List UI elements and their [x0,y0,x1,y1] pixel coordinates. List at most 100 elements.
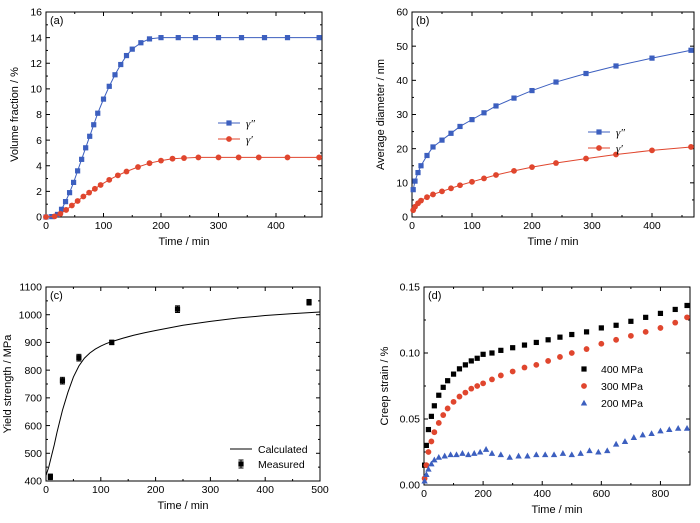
legend-label: Calculated [258,444,308,456]
y-tick-label: 10 [396,178,408,190]
data-point [424,194,430,201]
panel-label: (c) [50,290,63,302]
data-point [583,329,590,335]
x-tick-label: 0 [409,220,415,232]
data-point [129,46,135,52]
data-point [488,450,496,456]
data-point [439,188,445,195]
data-point [684,314,690,321]
data-point [468,358,474,364]
data-point [428,413,434,419]
data-point [158,35,164,41]
legend-entry: γ″ [588,127,625,139]
data-point [481,175,487,182]
data-point [533,451,540,458]
legend-marker [580,399,588,406]
data-point [568,350,575,356]
data-point [577,450,584,456]
data-point [557,354,563,360]
data-point [316,35,322,41]
data-point [639,431,646,438]
data-point [441,452,448,459]
data-point [215,154,222,161]
data-point [62,199,69,205]
y-tick-label: 0.15 [400,282,421,294]
data-point [114,172,121,179]
data-point [672,319,679,326]
series-1 [410,144,694,214]
panel-a: 0 100 200 300 400 0 2 4 6 8 10 12 14 16 Time / min Volu… [9,7,323,248]
x-tick-label: 200 [147,484,165,496]
y-tick-label: 6 [36,135,42,147]
data-point [480,380,487,387]
data-point [474,383,481,389]
measured-point [47,473,53,481]
y-tick-label: 500 [24,448,42,460]
data-point [649,55,655,61]
legend-entry: γ′ [588,143,623,155]
data-point [146,160,153,167]
data-point [97,182,104,188]
x-axis-title: Time / min [159,236,210,248]
data-point [672,306,678,313]
x-tick-label: 0 [421,488,427,500]
data-point [482,446,490,452]
x-tick-label: 300 [202,484,220,496]
y-axis-title: Yield strength / MPa [2,334,14,434]
data-point [83,145,89,151]
data-point [545,337,551,343]
legend-entry: γ′ [218,134,253,146]
y-tick-label: 4 [36,160,42,172]
data-point [557,334,563,340]
data-point [450,398,457,405]
series-2 [421,424,691,484]
data-point [688,144,694,150]
x-tick-label: 800 [652,488,670,500]
data-point [192,35,199,41]
series-line [45,156,320,218]
data-point [459,450,466,456]
measured-point [109,339,115,346]
legend-label: γ″ [616,127,625,139]
data-point [431,403,437,409]
data-point [457,182,463,189]
data-point [545,358,552,364]
data-point [456,366,463,372]
legend-entry: Measured [238,459,305,471]
data-point [559,450,567,456]
data-point [235,154,242,161]
data-point [91,185,98,192]
legend-label: γ′ [246,134,253,146]
data-point [553,160,559,166]
data-point [425,449,432,455]
data-point [497,451,505,458]
y-tick-label: 400 [24,476,42,488]
series-0 [421,302,690,468]
data-point [255,154,262,161]
data-point [418,163,424,169]
x-tick-label: 100 [463,220,481,232]
data-point [181,155,187,161]
data-point [95,110,101,116]
data-point [511,95,517,101]
panel-label: (a) [50,15,63,27]
data-point [80,193,87,200]
data-point [604,447,611,454]
data-point [627,332,634,339]
data-point [453,451,460,458]
measured-point [174,305,181,313]
data-point [135,164,141,170]
y-tick-label: 0.05 [400,414,421,426]
series-1 [43,154,323,220]
y-tick-label: 30 [396,109,408,121]
series-1 [47,298,312,481]
x-axis-title: Time / min [532,504,583,516]
x-tick-label: 600 [593,488,611,500]
data-point [123,52,130,59]
data-point [465,451,472,458]
legend-marker [226,136,232,142]
data-point [497,372,504,379]
measured-point [59,376,66,385]
data-point [118,61,124,68]
